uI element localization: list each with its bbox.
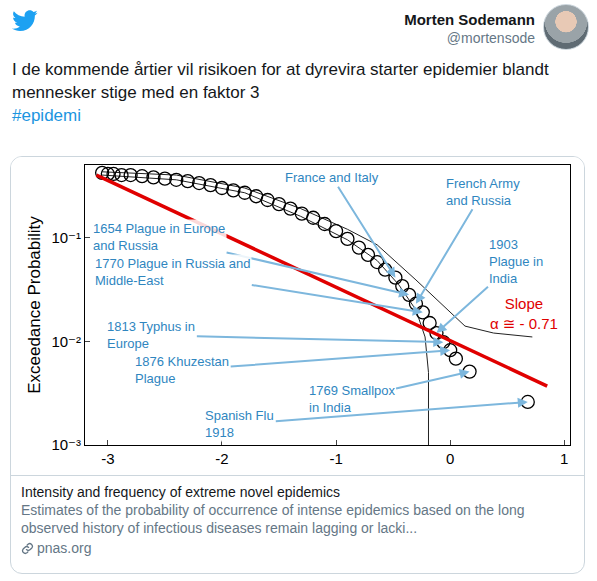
svg-text:1876 KhuzestanPlague: 1876 KhuzestanPlague [135, 354, 229, 386]
svg-text:1: 1 [560, 450, 568, 467]
svg-text:1903Plague inIndia: 1903Plague inIndia [489, 237, 543, 286]
svg-text:-1: -1 [329, 450, 342, 467]
svg-text:10⁻³: 10⁻³ [51, 436, 81, 453]
html-text:@mortensode: @mortensode [446, 30, 535, 46]
html-text:#epidemi: #epidemi [12, 106, 81, 125]
svg-text:1813 Typhus inEurope: 1813 Typhus inEurope [107, 319, 195, 351]
svg-text:1770 Plague in Russia andMiddl: 1770 Plague in Russia andMiddle-East [95, 256, 250, 288]
html-text:Morten Sodemann: Morten Sodemann [404, 11, 535, 28]
html-text:Estimates of the probability o: Estimates of the probability of occurren… [21, 502, 525, 536]
svg-text:Exceedance Probability: Exceedance Probability [25, 216, 44, 394]
svg-text:10⁻²: 10⁻² [51, 333, 81, 350]
svg-text:1654 Plague in Europeand Russi: 1654 Plague in Europeand Russia [93, 221, 225, 253]
svg-text:10⁻¹: 10⁻¹ [51, 229, 81, 246]
html-text:pnas.org: pnas.org [37, 540, 92, 556]
html-text:I de kommende årtier vil risik: I de kommende årtier vil risikoen for at… [12, 60, 549, 102]
svg-text:-3: -3 [101, 450, 114, 467]
svg-text:1769 Smallpoxin India: 1769 Smallpoxin India [309, 383, 395, 415]
svg-text:Slopeα ≅ - 0.71: Slopeα ≅ - 0.71 [490, 295, 558, 332]
svg-text:France and Italy: France and Italy [285, 170, 379, 185]
svg-text:Spanish Flu1918: Spanish Flu1918 [205, 408, 274, 440]
svg-text:French Armyand Russia: French Armyand Russia [446, 176, 520, 208]
svg-text:0: 0 [446, 450, 454, 467]
svg-text:-2: -2 [215, 450, 228, 467]
html-text:Intensity and frequency of ext: Intensity and frequency of extreme novel… [21, 484, 341, 500]
